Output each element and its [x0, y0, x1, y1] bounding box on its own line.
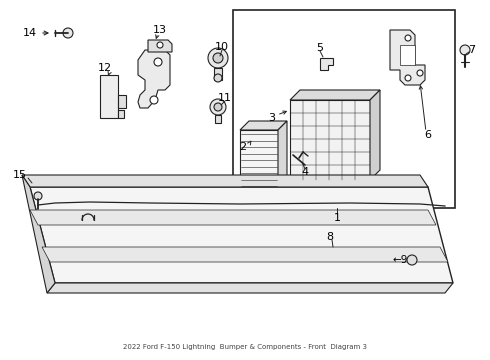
- Text: 5: 5: [317, 43, 323, 53]
- Circle shape: [364, 250, 380, 266]
- Polygon shape: [390, 30, 425, 85]
- Circle shape: [331, 253, 343, 265]
- Bar: [290, 100, 370, 180]
- Circle shape: [150, 96, 158, 104]
- Polygon shape: [47, 283, 453, 293]
- Circle shape: [369, 255, 375, 261]
- Polygon shape: [30, 210, 436, 225]
- Bar: [233, 10, 455, 208]
- Polygon shape: [370, 90, 380, 180]
- Text: 12: 12: [98, 63, 112, 73]
- Circle shape: [417, 70, 423, 76]
- Polygon shape: [290, 90, 380, 100]
- Bar: [215, 115, 221, 123]
- Circle shape: [34, 192, 42, 200]
- Polygon shape: [118, 95, 126, 108]
- Circle shape: [214, 74, 222, 82]
- Text: 7: 7: [468, 45, 476, 55]
- Circle shape: [213, 53, 223, 63]
- Text: 2: 2: [240, 142, 246, 152]
- Polygon shape: [100, 75, 118, 118]
- Polygon shape: [138, 50, 170, 108]
- Circle shape: [157, 42, 163, 48]
- Text: 11: 11: [218, 93, 232, 103]
- Text: ←9: ←9: [392, 255, 407, 265]
- Circle shape: [407, 255, 417, 265]
- Polygon shape: [400, 45, 415, 65]
- Text: 15: 15: [13, 170, 27, 180]
- Polygon shape: [42, 247, 448, 262]
- Circle shape: [208, 48, 228, 68]
- Circle shape: [405, 35, 411, 41]
- Text: 6: 6: [424, 130, 432, 140]
- Text: 1: 1: [334, 213, 341, 223]
- Bar: [372, 248, 378, 268]
- Text: 2022 Ford F-150 Lightning  Bumper & Components - Front  Diagram 3: 2022 Ford F-150 Lightning Bumper & Compo…: [123, 344, 367, 350]
- Circle shape: [63, 28, 73, 38]
- Bar: [214, 68, 222, 80]
- Polygon shape: [118, 110, 124, 118]
- Circle shape: [405, 75, 411, 81]
- Polygon shape: [30, 187, 453, 283]
- Polygon shape: [148, 40, 172, 52]
- Circle shape: [210, 99, 226, 115]
- Polygon shape: [278, 121, 287, 195]
- Text: 4: 4: [301, 167, 309, 177]
- Text: 3: 3: [269, 113, 275, 123]
- Text: 10: 10: [215, 42, 229, 52]
- Circle shape: [358, 244, 386, 272]
- Polygon shape: [320, 58, 333, 70]
- Circle shape: [460, 45, 470, 55]
- Polygon shape: [240, 121, 287, 130]
- Text: 13: 13: [153, 25, 167, 35]
- Polygon shape: [22, 175, 55, 293]
- Polygon shape: [22, 175, 428, 187]
- Circle shape: [335, 257, 339, 261]
- Text: 14: 14: [23, 28, 37, 38]
- Bar: [240, 130, 278, 195]
- Circle shape: [154, 58, 162, 66]
- Text: 8: 8: [326, 232, 334, 242]
- Circle shape: [325, 247, 349, 271]
- Circle shape: [214, 103, 222, 111]
